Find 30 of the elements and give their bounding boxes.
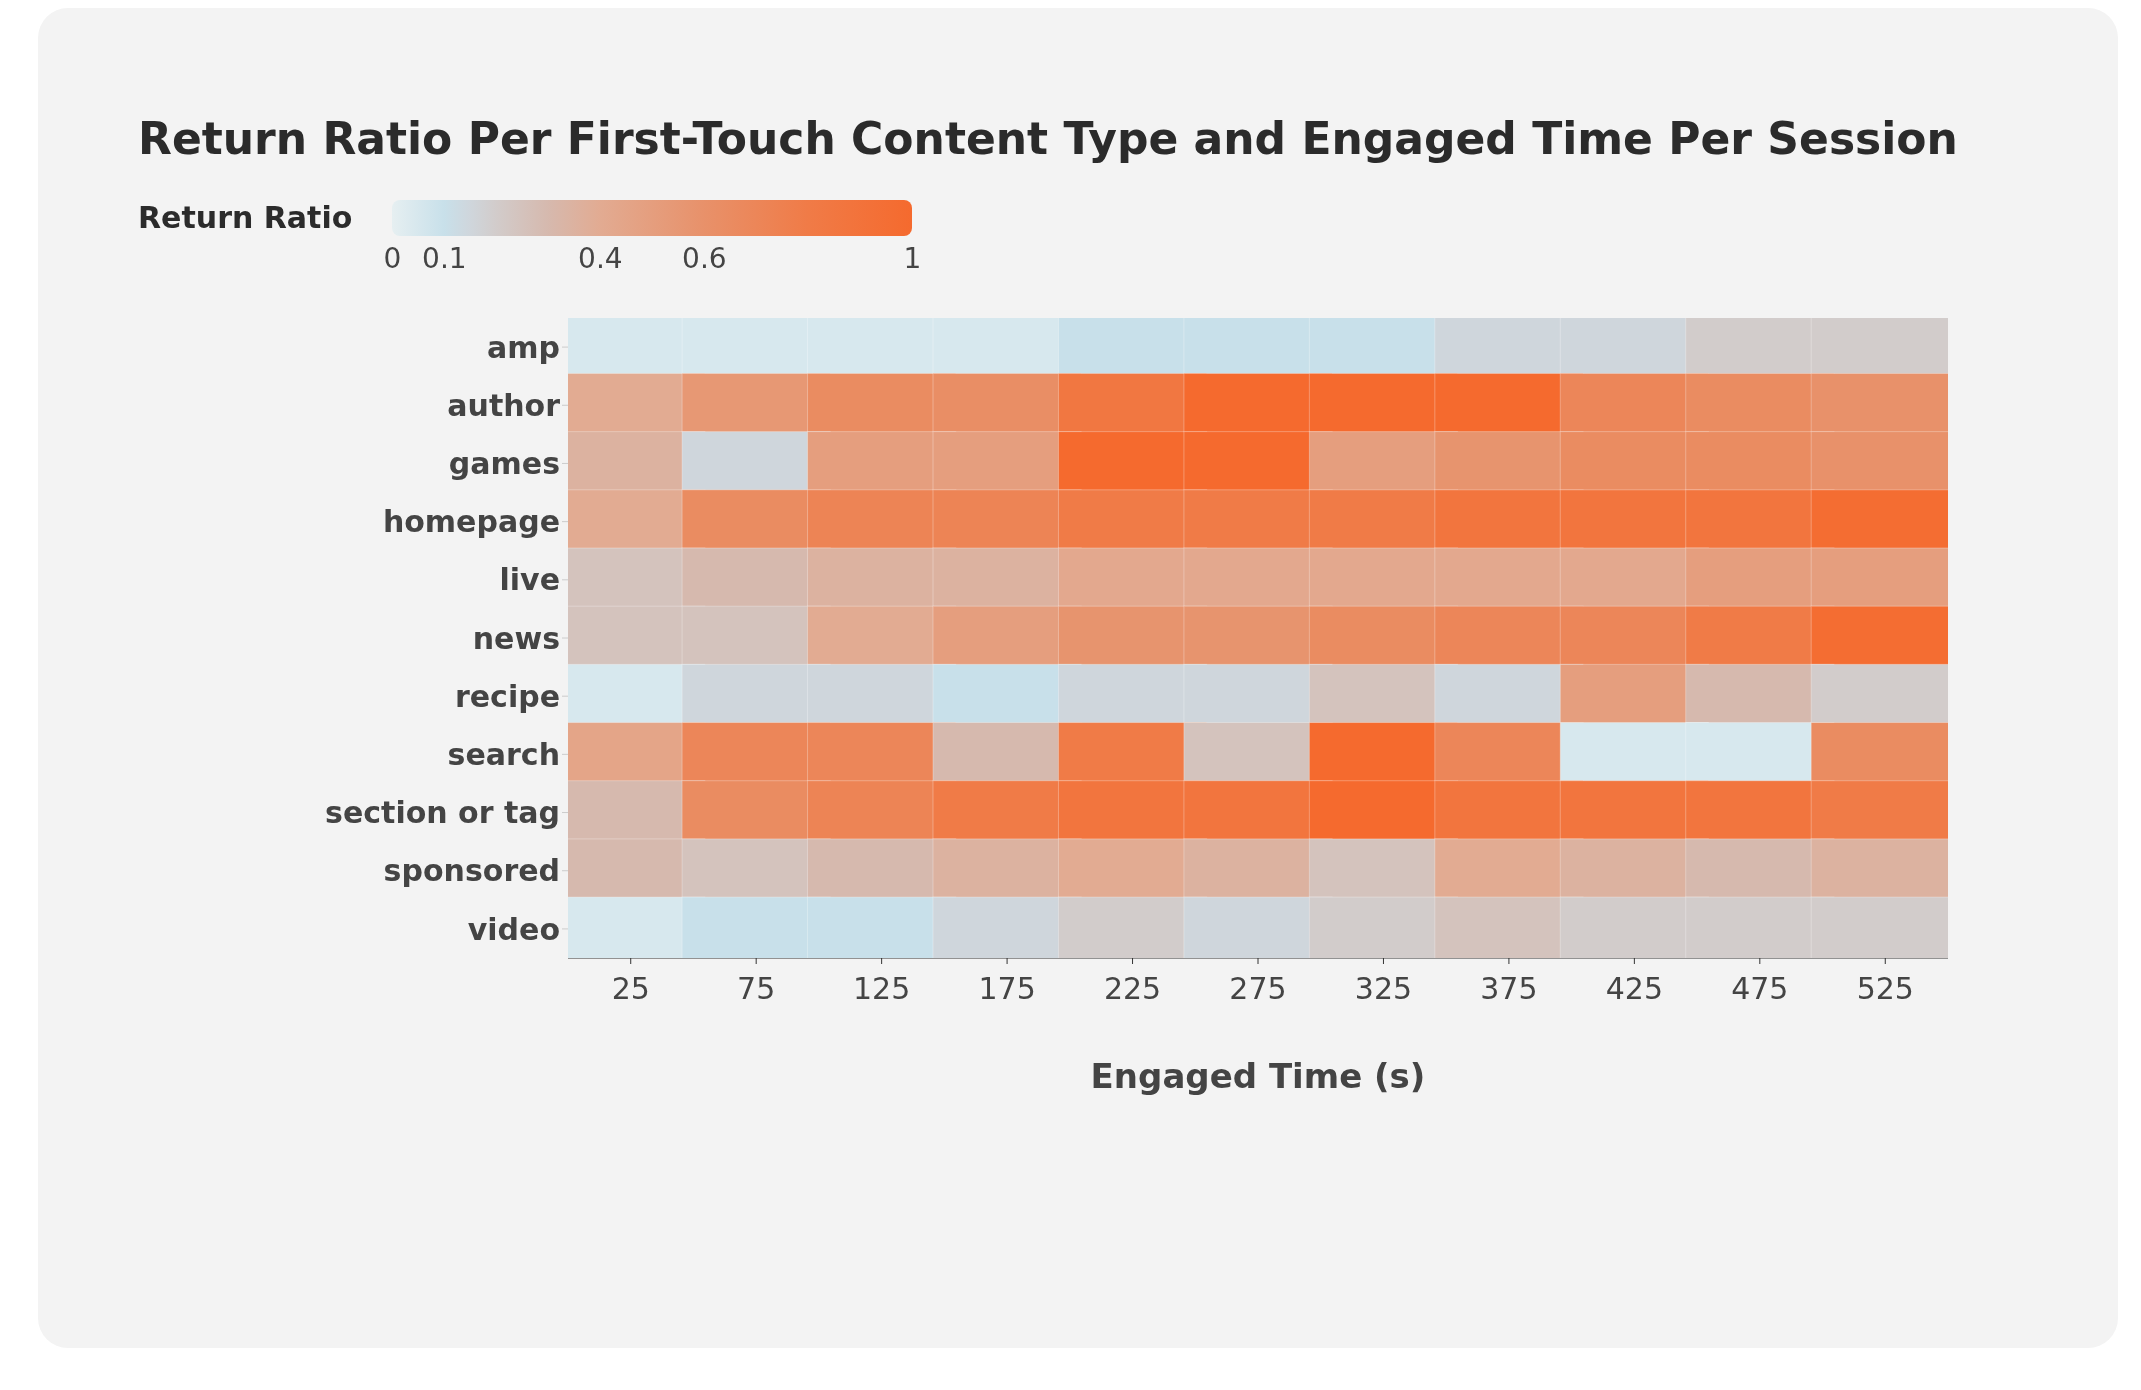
y-tick-label: search [447, 737, 560, 773]
x-tick-label: 175 [978, 971, 1036, 1007]
y-tick-label: news [472, 620, 560, 656]
color-bar-label: 0.4 [578, 242, 623, 275]
x-tick-label: 325 [1354, 971, 1413, 1007]
y-tick-label: amp [487, 329, 560, 365]
y-tick-label: author [447, 387, 561, 423]
color-bar-label: 0.6 [682, 242, 727, 275]
color-bar-label: 1 [903, 242, 922, 275]
color-bar-label: 0.1 [422, 242, 467, 275]
y-tick-label: games [448, 446, 560, 482]
x-tick-label: 25 [611, 971, 650, 1007]
x-tick-label: 425 [1605, 971, 1663, 1007]
color-bar-title: Return Ratio [138, 200, 353, 235]
y-tick-label: homepage [382, 504, 560, 540]
y-tick-label: video [467, 911, 560, 947]
x-tick-label: 275 [1229, 971, 1287, 1007]
x-axis-title: Engaged Time (s) [1090, 1056, 1426, 1096]
x-tick-label: 75 [737, 971, 776, 1007]
x-tick-label: 125 [853, 971, 911, 1007]
chart-title: Return Ratio Per First-Touch Content Type and Engaged Time Per Session [138, 113, 1958, 164]
x-tick-label: 375 [1480, 971, 1538, 1007]
x-tick-label: 225 [1103, 971, 1162, 1007]
y-tick-label: recipe [454, 678, 560, 714]
y-tick-label: live [499, 562, 560, 598]
x-tick-label: 475 [1731, 971, 1789, 1007]
color-bar-label: 0 [383, 242, 402, 275]
y-tick-label: section or tag [325, 795, 560, 831]
y-tick-label: sponsored [383, 853, 560, 889]
x-tick-label: 525 [1856, 971, 1914, 1007]
